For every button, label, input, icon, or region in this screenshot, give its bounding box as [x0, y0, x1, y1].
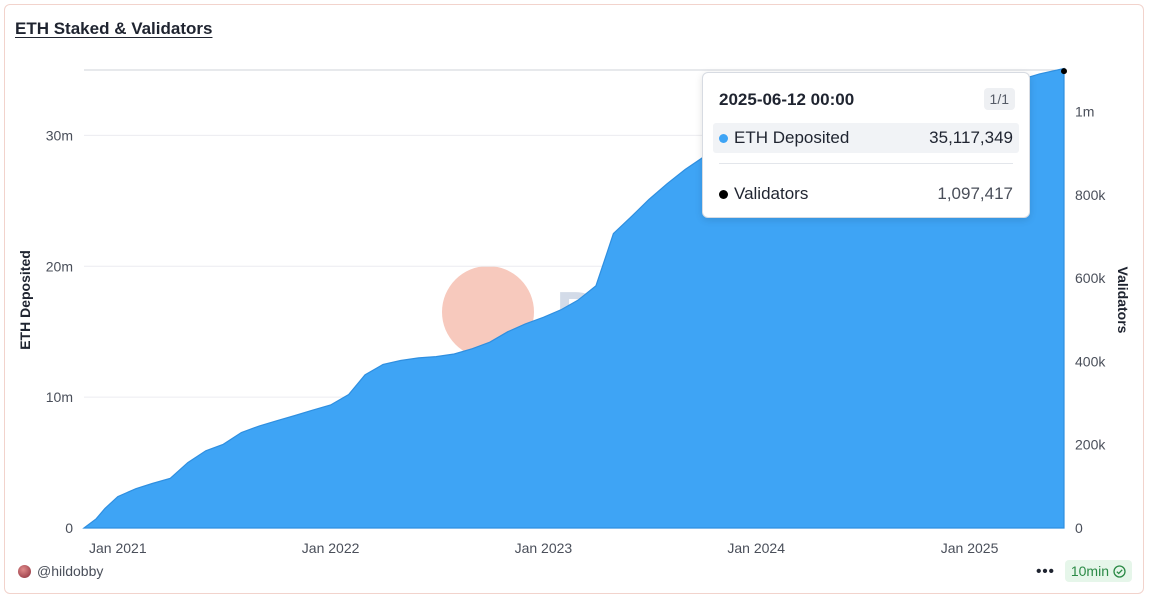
chart-title[interactable]: ETH Staked & Validators: [15, 19, 213, 38]
y-right-tick-label: 600k: [1075, 270, 1106, 286]
check-circle-icon: [1113, 564, 1126, 578]
y-left-axis-title: ETH Deposited: [17, 250, 33, 350]
y-right-tick-label: 0: [1075, 520, 1083, 536]
tooltip-page-indicator: 1/1: [983, 88, 1015, 110]
tooltip-series-label: Validators: [734, 184, 809, 203]
hover-tooltip: 2025-06-12 00:00 1/1 ETH Deposited 35,11…: [702, 72, 1030, 218]
avatar: [18, 564, 31, 578]
y-left-tick-label: 0: [65, 520, 73, 536]
x-tick-label: Jan 2025: [941, 540, 999, 556]
series-dot-icon: [719, 189, 728, 199]
refresh-interval: 10min: [1070, 563, 1109, 579]
tooltip-series-value: 1,097,417: [937, 184, 1013, 203]
validators-point: [1061, 68, 1067, 75]
y-right-tick-label: 800k: [1075, 187, 1106, 203]
x-tick-label: Jan 2022: [302, 540, 360, 556]
y-left-tick-label: 10m: [46, 389, 73, 405]
y-right-tick-label: 1m: [1075, 104, 1094, 120]
x-tick-label: Jan 2023: [515, 540, 573, 556]
tooltip-series-value: 35,117,349: [929, 128, 1013, 147]
refresh-badge[interactable]: 10min: [1064, 560, 1132, 582]
tooltip-row-validators: Validators 1,097,417: [713, 179, 1019, 209]
y-left-tick-label: 30m: [46, 127, 73, 143]
author-link[interactable]: @hildobby: [18, 563, 103, 579]
y-right-tick-label: 200k: [1075, 437, 1106, 453]
footer-actions: ••• 10min: [1036, 560, 1132, 582]
tooltip-date: 2025-06-12 00:00: [719, 90, 855, 109]
more-horizontal-icon[interactable]: •••: [1036, 562, 1055, 580]
y-right-axis-title: Validators: [1115, 267, 1131, 334]
tooltip-row-eth-deposited: ETH Deposited 35,117,349: [713, 123, 1019, 153]
series-dot-icon: [719, 133, 728, 143]
x-tick-label: Jan 2021: [89, 540, 147, 556]
y-right-tick-label: 400k: [1075, 353, 1106, 369]
tooltip-divider: [719, 163, 1013, 164]
x-tick-label: Jan 2024: [727, 540, 785, 556]
tooltip-series-label: ETH Deposited: [734, 128, 850, 147]
author-name[interactable]: @hildobby: [37, 563, 104, 579]
y-left-tick-label: 20m: [46, 258, 73, 274]
